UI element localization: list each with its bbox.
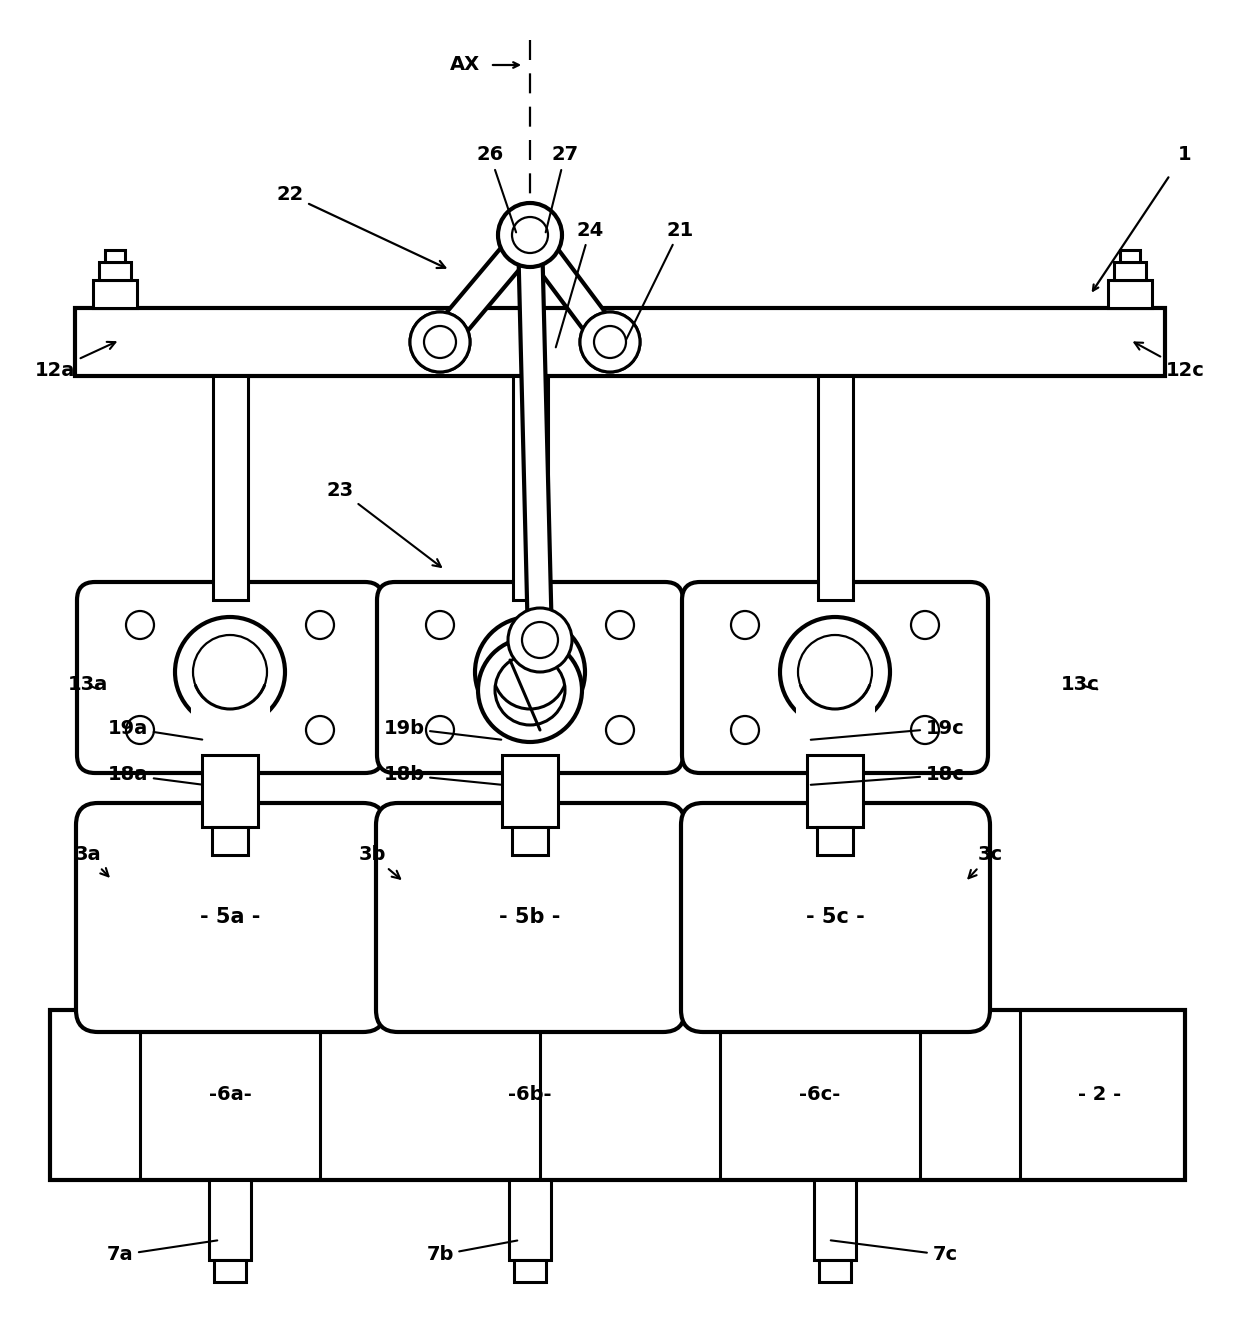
Text: 22: 22 — [277, 186, 445, 268]
Bar — [818, 1260, 851, 1282]
Text: 23: 23 — [326, 481, 441, 567]
Text: 19c: 19c — [811, 718, 965, 739]
Circle shape — [911, 612, 939, 639]
Text: 12a: 12a — [35, 341, 115, 380]
Circle shape — [126, 612, 154, 639]
Text: 7c: 7c — [831, 1240, 957, 1264]
Bar — [74, 308, 1166, 376]
Circle shape — [193, 635, 267, 709]
FancyBboxPatch shape — [76, 803, 384, 1032]
Circle shape — [594, 326, 626, 358]
Polygon shape — [492, 700, 568, 735]
Bar — [817, 826, 853, 855]
Bar — [508, 1180, 551, 1260]
FancyBboxPatch shape — [681, 803, 990, 1032]
Circle shape — [799, 635, 872, 709]
FancyBboxPatch shape — [77, 583, 383, 772]
Circle shape — [732, 716, 759, 743]
FancyBboxPatch shape — [682, 583, 988, 772]
Polygon shape — [512, 638, 548, 722]
Bar — [1114, 262, 1146, 279]
Circle shape — [306, 612, 334, 639]
Circle shape — [911, 716, 939, 743]
Bar — [93, 279, 136, 308]
Circle shape — [780, 617, 890, 728]
Text: 12c: 12c — [1135, 343, 1204, 380]
Polygon shape — [518, 235, 552, 641]
Circle shape — [606, 612, 634, 639]
Circle shape — [732, 612, 759, 639]
Circle shape — [494, 635, 567, 709]
Circle shape — [306, 716, 334, 743]
Text: -6b-: -6b- — [508, 1086, 552, 1104]
Bar — [210, 1180, 250, 1260]
Polygon shape — [797, 700, 873, 735]
Text: -6a-: -6a- — [208, 1086, 252, 1104]
Text: - 5b -: - 5b - — [500, 907, 560, 927]
Text: 18c: 18c — [811, 766, 965, 784]
Text: 3a: 3a — [74, 846, 108, 876]
FancyBboxPatch shape — [376, 803, 684, 1032]
Text: 19a: 19a — [108, 718, 202, 739]
Circle shape — [508, 608, 572, 672]
Text: AX: AX — [450, 55, 480, 75]
Bar — [813, 1180, 856, 1260]
Bar — [512, 826, 548, 855]
Circle shape — [126, 716, 154, 743]
Circle shape — [475, 617, 585, 728]
Text: 3c: 3c — [968, 846, 1003, 878]
Polygon shape — [192, 700, 268, 735]
Bar — [1120, 250, 1140, 262]
Bar — [502, 755, 558, 826]
Bar — [1109, 279, 1152, 308]
Text: 7a: 7a — [107, 1240, 217, 1264]
Bar — [818, 376, 853, 600]
Circle shape — [580, 312, 640, 372]
Text: 1: 1 — [1178, 145, 1192, 165]
Bar — [213, 376, 248, 600]
Bar — [807, 755, 863, 826]
Text: 13a: 13a — [68, 676, 108, 695]
Text: - 5a -: - 5a - — [200, 907, 260, 927]
Bar — [99, 262, 131, 279]
Circle shape — [498, 203, 562, 268]
Bar — [105, 250, 125, 262]
Circle shape — [522, 622, 558, 658]
Circle shape — [175, 617, 285, 728]
Circle shape — [512, 217, 548, 253]
Text: 26: 26 — [476, 145, 516, 232]
Circle shape — [477, 638, 582, 742]
Circle shape — [410, 312, 470, 372]
Text: 27: 27 — [546, 145, 579, 232]
Text: - 5c -: - 5c - — [806, 907, 864, 927]
Bar — [215, 1260, 246, 1282]
Circle shape — [606, 716, 634, 743]
Text: - 2 -: - 2 - — [1079, 1086, 1121, 1104]
Bar — [50, 1010, 1185, 1180]
Circle shape — [410, 312, 470, 372]
Bar — [513, 376, 548, 600]
Circle shape — [424, 326, 456, 358]
Circle shape — [580, 312, 640, 372]
Text: 18b: 18b — [383, 766, 501, 784]
Circle shape — [427, 716, 454, 743]
Circle shape — [427, 612, 454, 639]
Bar — [515, 1260, 546, 1282]
Text: 18a: 18a — [108, 766, 202, 784]
Polygon shape — [429, 225, 541, 351]
Polygon shape — [518, 227, 621, 351]
FancyBboxPatch shape — [377, 583, 683, 772]
Text: 7b: 7b — [427, 1240, 517, 1264]
Text: 21: 21 — [626, 220, 693, 340]
Circle shape — [495, 655, 565, 725]
Bar — [212, 826, 248, 855]
Text: 3b: 3b — [358, 846, 401, 879]
Text: 13c: 13c — [1060, 676, 1100, 695]
Text: 19b: 19b — [383, 718, 501, 739]
Text: -6c-: -6c- — [800, 1086, 841, 1104]
Bar — [202, 755, 258, 826]
Text: 24: 24 — [556, 220, 604, 348]
